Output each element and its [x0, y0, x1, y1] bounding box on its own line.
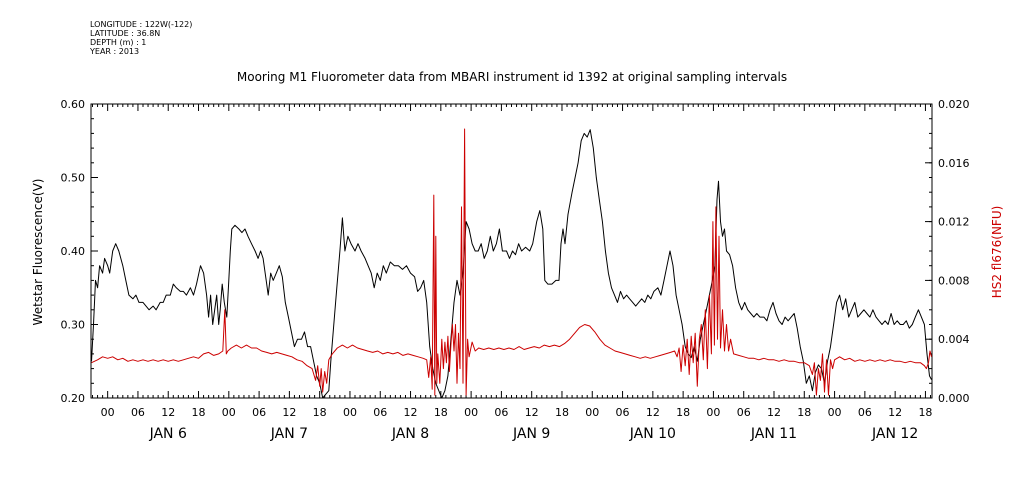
x-tick-label: 12: [161, 406, 175, 419]
y-left-tick-label: 0.40: [61, 245, 86, 258]
axes-layer: 00 06 12 18 00 06 12 18 00 06 12 18 00 06 12 18 00 06 12 18…: [61, 98, 970, 442]
series-line-right: [91, 128, 932, 396]
x-tick-label: 00: [706, 406, 720, 419]
x-tick-label: 06: [252, 406, 266, 419]
series-line-left: [91, 129, 932, 399]
x-tick-label: 06: [131, 406, 145, 419]
y-axis-right-label: HS2 fl676(NFU): [990, 206, 1004, 299]
day-label: JAN 11: [750, 426, 797, 442]
y-right-tick-label: 0.008: [938, 274, 970, 287]
x-tick-label: 06: [616, 406, 630, 419]
y-left-tick-label: 0.60: [61, 98, 86, 111]
x-tick-label: 18: [192, 406, 206, 419]
y-right-tick-label: 0.016: [938, 157, 970, 170]
x-tick-label: 06: [373, 406, 387, 419]
day-label: JAN 9: [512, 426, 550, 442]
day-label: JAN 10: [629, 426, 676, 442]
latitude-text: LATITUDE : 36.8N: [90, 29, 161, 38]
day-label: JAN 6: [149, 426, 187, 442]
y-left-tick-label: 0.20: [61, 392, 86, 405]
x-tick-label: 18: [797, 406, 811, 419]
x-tick-label: 00: [828, 406, 842, 419]
y-right-tick-label: 0.004: [938, 333, 970, 346]
y-left-tick-label: 0.30: [61, 319, 86, 332]
x-tick-label: 06: [858, 406, 872, 419]
year-text: YEAR : 2013: [90, 47, 140, 56]
x-tick-label: 12: [525, 406, 539, 419]
x-tick-label: 06: [737, 406, 751, 419]
x-tick-label: 00: [343, 406, 357, 419]
x-tick-label: 06: [494, 406, 508, 419]
x-tick-label: 18: [676, 406, 690, 419]
longitude-text: LONGITUDE : 122W(-122): [90, 20, 193, 29]
x-tick-label: 12: [404, 406, 418, 419]
series-layer: [91, 128, 932, 399]
y-axis-left-label: Wetstar Fluorescence(V): [31, 179, 45, 326]
x-tick-label: 00: [222, 406, 236, 419]
day-label: JAN 12: [871, 426, 918, 442]
x-tick-label: 12: [282, 406, 296, 419]
chart-title: Mooring M1 Fluorometer data from MBARI i…: [237, 70, 787, 84]
x-tick-label: 18: [313, 406, 327, 419]
x-tick-label: 12: [646, 406, 660, 419]
x-tick-label: 00: [585, 406, 599, 419]
x-tick-label: 18: [434, 406, 448, 419]
y-right-tick-label: 0.000: [938, 392, 970, 405]
y-right-tick-label: 0.020: [938, 98, 970, 111]
day-label: JAN 8: [391, 426, 429, 442]
x-tick-label: 18: [555, 406, 569, 419]
x-tick-label: 12: [767, 406, 781, 419]
day-label: JAN 7: [270, 426, 308, 442]
x-tick-label: 00: [464, 406, 478, 419]
y-right-tick-label: 0.012: [938, 216, 970, 229]
x-tick-label: 12: [888, 406, 902, 419]
x-tick-label: 18: [918, 406, 932, 419]
x-tick-label: 00: [101, 406, 115, 419]
metadata-block: LONGITUDE : 122W(-122) LATITUDE : 36.8N …: [90, 20, 192, 56]
y-left-tick-label: 0.50: [61, 172, 86, 185]
depth-text: DEPTH (m) : 1: [90, 38, 147, 47]
